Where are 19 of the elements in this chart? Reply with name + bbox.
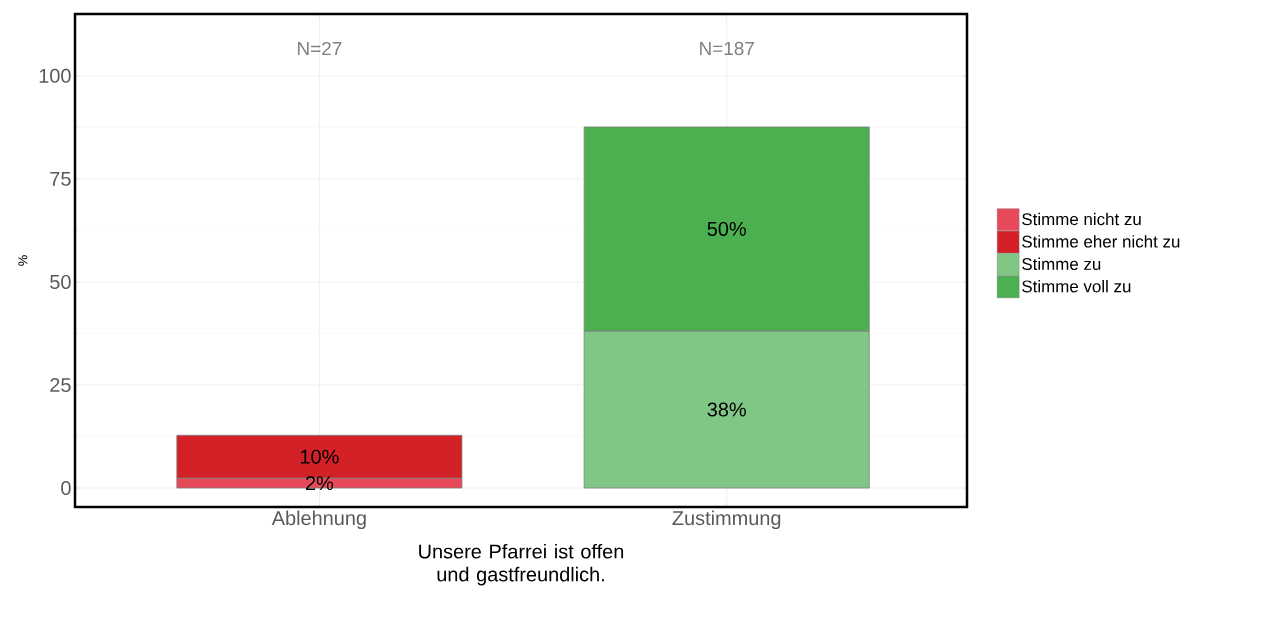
legend-label: Stimme eher nicht zu [1022,235,1180,248]
y-tick-label: 0 [61,480,71,496]
x-axis-title: Unsere Pfarrei ist offen und gastfreundlich. [419,543,624,586]
legend-label: Stimme zu [1022,257,1101,271]
y-tick-label: 25 [50,377,71,393]
y-tick-label: 75 [50,171,71,186]
y-axis-title: % [18,255,28,266]
legend-label: Stimme nicht zu [1022,212,1141,226]
annotation: N=27 [298,41,342,56]
data-label: 38% [707,402,746,417]
y-tick-label: 50 [50,274,71,289]
x-tick-label: Ablehnung [271,510,366,530]
data-label: 10% [300,449,339,464]
data-label: 2% [305,476,334,491]
legend-label: Stimme voll zu [1022,279,1131,293]
data-label: 50% [707,221,746,237]
annotation: N=187 [700,41,754,56]
y-tick-label: 100 [39,68,71,83]
x-tick-label: Zustimmung [672,510,781,530]
